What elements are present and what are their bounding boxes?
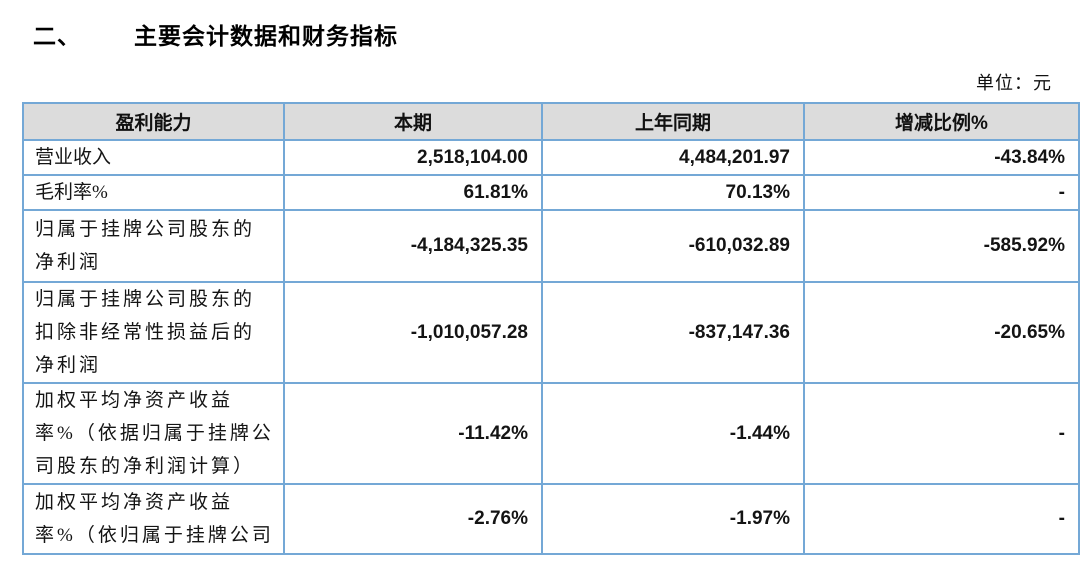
current-period-value: -2.76% — [283, 483, 543, 555]
prior-period-value: -610,032.89 — [541, 209, 805, 283]
table-row-weighted-avg-roe-second: 加权平均净资产收益 率%（依归属于挂牌公司 -2.76% -1.97% - — [22, 483, 1080, 555]
current-period-value: -11.42% — [283, 382, 543, 485]
row-label: 归属于挂牌公司股东的 扣除非经常性损益后的 净利润 — [22, 281, 285, 384]
table-row-gross-margin: 毛利率% 61.81% 70.13% - — [22, 174, 1080, 211]
row-label: 归属于挂牌公司股东的 净利润 — [22, 209, 285, 283]
change-ratio-value: - — [803, 483, 1080, 555]
row-label: 加权平均净资产收益 率%（依归属于挂牌公司 — [22, 483, 285, 555]
change-ratio-value: -43.84% — [803, 139, 1080, 176]
change-ratio-value: -585.92% — [803, 209, 1080, 283]
financial-indicators-table: 盈利能力 本期 上年同期 增减比例% 营业收入 2,518,104.00 4,4… — [22, 102, 1080, 555]
table-header-row: 盈利能力 本期 上年同期 增减比例% — [22, 102, 1080, 141]
current-period-value: 2,518,104.00 — [283, 139, 543, 176]
table-row-weighted-avg-roe-net-profit: 加权平均净资产收益 率%（依据归属于挂牌公 司股东的净利润计算） -11.42%… — [22, 382, 1080, 485]
current-period-value: 61.81% — [283, 174, 543, 211]
row-label: 营业收入 — [22, 139, 285, 176]
section-number: 二、 — [33, 23, 81, 49]
current-period-value: -1,010,057.28 — [283, 281, 543, 384]
header-prior-period: 上年同期 — [541, 102, 805, 141]
header-change-ratio: 增减比例% — [803, 102, 1080, 141]
table-row-net-profit-excl-nonrecurring: 归属于挂牌公司股东的 扣除非经常性损益后的 净利润 -1,010,057.28 … — [22, 281, 1080, 384]
section-title-text: 主要会计数据和财务指标 — [134, 23, 398, 49]
change-ratio-value: - — [803, 382, 1080, 485]
prior-period-value: 4,484,201.97 — [541, 139, 805, 176]
prior-period-value: -837,147.36 — [541, 281, 805, 384]
prior-period-value: -1.97% — [541, 483, 805, 555]
unit-label: 单位：元 — [976, 73, 1052, 93]
change-ratio-value: - — [803, 174, 1080, 211]
header-current-period: 本期 — [283, 102, 543, 141]
row-label: 加权平均净资产收益 率%（依据归属于挂牌公 司股东的净利润计算） — [22, 382, 285, 485]
change-ratio-value: -20.65% — [803, 281, 1080, 384]
header-profitability: 盈利能力 — [22, 102, 285, 141]
table-row-operating-revenue: 营业收入 2,518,104.00 4,484,201.97 -43.84% — [22, 139, 1080, 176]
section-title: 二、 主要会计数据和财务指标 — [33, 17, 398, 51]
table-row-net-profit: 归属于挂牌公司股东的 净利润 -4,184,325.35 -610,032.89… — [22, 209, 1080, 283]
row-label: 毛利率% — [22, 174, 285, 211]
current-period-value: -4,184,325.35 — [283, 209, 543, 283]
prior-period-value: 70.13% — [541, 174, 805, 211]
prior-period-value: -1.44% — [541, 382, 805, 485]
